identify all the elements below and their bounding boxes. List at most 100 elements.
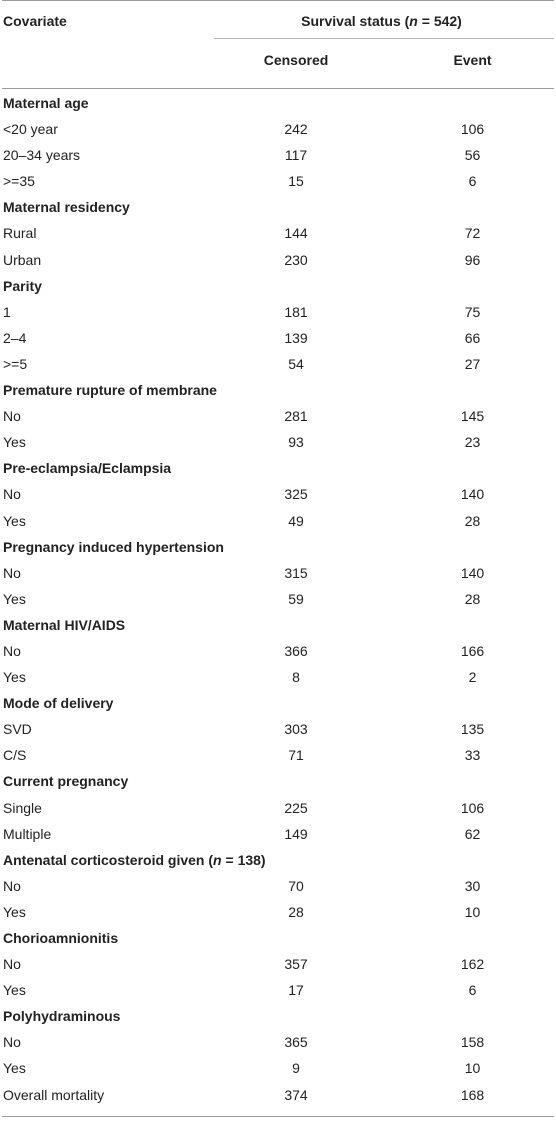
covariate-label: Yes xyxy=(3,982,26,999)
section-label: Maternal HIV/AIDS xyxy=(3,616,126,633)
event-value: 75 xyxy=(464,303,481,320)
bottom-rule xyxy=(2,1115,554,1117)
covariate-label: No xyxy=(3,1034,21,1051)
event-value: 2 xyxy=(468,669,477,686)
table-row: >=5 54 27 xyxy=(0,350,556,376)
censored-value: 181 xyxy=(284,303,308,320)
event-value: 23 xyxy=(464,434,481,451)
event-value: 106 xyxy=(460,121,485,138)
covariate-label: No xyxy=(3,408,21,425)
section-header-row: Antenatal corticosteroid given (n = 138) xyxy=(0,846,556,872)
event-value: 33 xyxy=(464,747,481,764)
section-label: Polyhydraminous xyxy=(3,1008,121,1025)
covariate-label: C/S xyxy=(3,747,27,764)
covariate-header: Covariate xyxy=(3,13,67,29)
event-value: 140 xyxy=(460,564,485,581)
censored-value: 59 xyxy=(288,590,304,607)
event-value: 166 xyxy=(460,642,485,659)
censored-value: 49 xyxy=(288,512,304,529)
event-header: Event xyxy=(453,52,492,68)
section-label: Pre-eclampsia/Eclampsia xyxy=(3,460,172,477)
table-row: SVD 303 135 xyxy=(0,715,556,741)
table-row: >=35 15 6 xyxy=(0,167,556,193)
censored-value: 17 xyxy=(288,982,304,999)
top-rule xyxy=(2,0,554,1)
censored-value: 93 xyxy=(288,434,304,451)
section-label: Premature rupture of membrane xyxy=(3,382,217,399)
table-row: Yes 93 23 xyxy=(0,428,556,454)
event-value: 106 xyxy=(460,799,485,816)
event-value: 158 xyxy=(460,1034,485,1051)
censored-value: 149 xyxy=(284,825,308,842)
section-label: Parity xyxy=(3,277,42,294)
event-value: 72 xyxy=(464,225,481,242)
censored-value: 366 xyxy=(284,642,308,659)
event-value: 6 xyxy=(468,173,477,190)
event-value: 6 xyxy=(468,982,477,999)
section-header-row: Pre-eclampsia/Eclampsia xyxy=(0,454,556,480)
table-row: 1 181 75 xyxy=(0,298,556,324)
section-header-row: Maternal residency xyxy=(0,193,556,219)
event-value: 66 xyxy=(464,329,481,346)
censored-value: 28 xyxy=(288,903,304,920)
covariate-label: No xyxy=(3,564,21,581)
section-label: Mode of delivery xyxy=(3,695,114,712)
covariate-label: SVD xyxy=(3,721,32,738)
covariate-label: Single xyxy=(3,799,42,816)
table-row: Multiple 149 62 xyxy=(0,820,556,846)
section-header-row: Current pregnancy xyxy=(0,767,556,793)
censored-value: 357 xyxy=(284,956,308,973)
table-row: 20–34 years 117 56 xyxy=(0,141,556,167)
censored-header: Censored xyxy=(263,52,329,68)
censored-value: 70 xyxy=(288,877,304,894)
censored-value: 325 xyxy=(284,486,308,503)
covariate-label: 20–34 years xyxy=(3,147,81,164)
header-bottom-rule xyxy=(2,88,554,89)
table-body: Maternal age <20 year 242 106 20–34 years 117… xyxy=(0,89,556,1107)
censored-value: 315 xyxy=(284,564,308,581)
covariate-label: No xyxy=(3,956,21,973)
event-value: 96 xyxy=(464,251,481,268)
event-value: 30 xyxy=(464,877,481,894)
covariate-label: >=35 xyxy=(3,173,35,190)
censored-value: 281 xyxy=(284,408,308,425)
event-value: 28 xyxy=(464,590,481,607)
censored-value: 8 xyxy=(292,669,300,686)
covariate-label: No xyxy=(3,486,21,503)
covariate-label: Rural xyxy=(3,225,37,242)
header-span-rule xyxy=(214,38,554,39)
event-value: 56 xyxy=(464,147,481,164)
censored-value: 15 xyxy=(288,173,304,190)
covariate-label: Yes xyxy=(3,434,26,451)
section-header-row: Parity xyxy=(0,272,556,298)
covariate-label: Yes xyxy=(3,669,26,686)
covariate-label: No xyxy=(3,877,21,894)
table-row: No 315 140 xyxy=(0,559,556,585)
table-row: 2–4 139 66 xyxy=(0,324,556,350)
table-row: Yes 17 6 xyxy=(0,976,556,1002)
table-row: No 357 162 xyxy=(0,950,556,976)
section-label: Chorioamnionitis xyxy=(3,930,119,946)
censored-value: 242 xyxy=(284,121,308,138)
censored-value: 225 xyxy=(284,799,308,816)
censored-value: 71 xyxy=(288,747,304,764)
covariate-label: No xyxy=(3,642,21,659)
table-row: No 366 166 xyxy=(0,637,556,663)
table-row: <20 year 242 106 xyxy=(0,115,556,141)
table-row: Yes 49 28 xyxy=(0,507,556,533)
covariate-label: Yes xyxy=(3,590,26,607)
covariate-label: Yes xyxy=(3,903,26,920)
table-row: Yes 28 10 xyxy=(0,898,556,924)
censored-value: 139 xyxy=(284,329,308,346)
censored-value: 230 xyxy=(284,251,308,268)
event-value: 10 xyxy=(464,903,481,920)
table-row: Overall mortality 374 168 xyxy=(0,1081,556,1107)
censored-value: 374 xyxy=(284,1086,308,1103)
event-value: 27 xyxy=(464,355,481,372)
event-value: 62 xyxy=(464,825,481,842)
section-header-row: Maternal HIV/AIDS xyxy=(0,611,556,637)
event-value: 168 xyxy=(460,1086,485,1103)
table-row: C/S 71 33 xyxy=(0,741,556,767)
censored-value: 9 xyxy=(292,1060,300,1077)
